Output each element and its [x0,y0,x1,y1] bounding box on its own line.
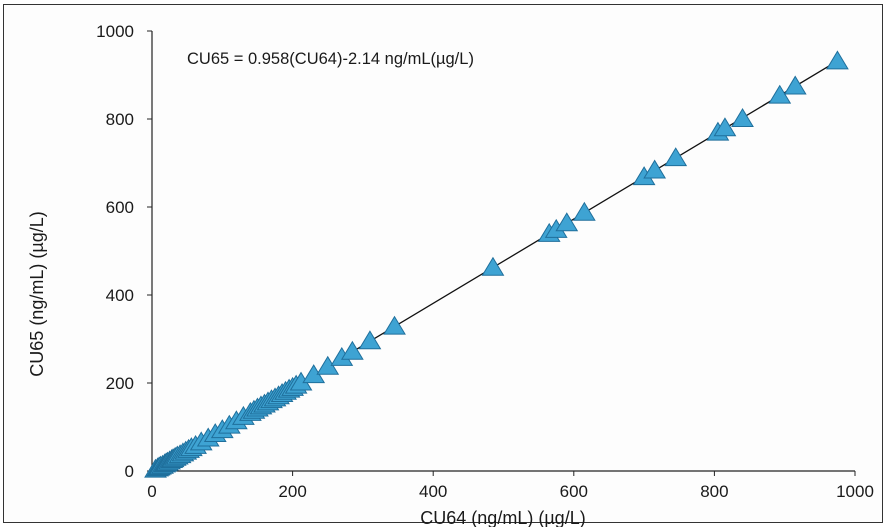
data-point [731,108,754,127]
data-point [481,256,505,276]
y-tick-label: 400 [106,286,134,305]
data-point [713,117,737,137]
data-point [572,201,596,221]
x-axis-label: CU64 (ng/mL) (µg/L) [420,508,585,527]
chart-frame [3,4,883,523]
y-tick-label: 200 [106,374,134,393]
data-point [826,50,849,70]
data-point [555,212,579,232]
data-point [783,75,807,95]
x-tick-label: 400 [419,482,447,501]
data-point [643,159,667,179]
regression-equation: CU65 = 0.958(CU64)-2.14 ng/mL(µg/L) [187,50,474,68]
y-tick-label: 1000 [96,22,134,41]
axes [147,30,856,476]
data-point [340,340,364,360]
data-point [358,330,382,350]
x-tick-label: 200 [278,482,306,501]
y-tick-label: 800 [106,110,134,129]
x-tick-label: 800 [700,482,728,501]
y-tick-label: 0 [125,462,134,481]
x-tick-label: 0 [147,482,156,501]
y-tick-label: 600 [106,198,134,217]
x-tick-label: 1000 [836,482,874,501]
data-point [383,315,406,335]
tick-labels: 0 200 400 600 800 1000 0 200 400 600 800 1000 [96,22,874,501]
data-points [144,50,849,478]
data-point [664,147,688,167]
y-axis-label: CU65 (ng/mL) (µg/L) [27,211,47,376]
x-tick-label: 600 [560,482,588,501]
